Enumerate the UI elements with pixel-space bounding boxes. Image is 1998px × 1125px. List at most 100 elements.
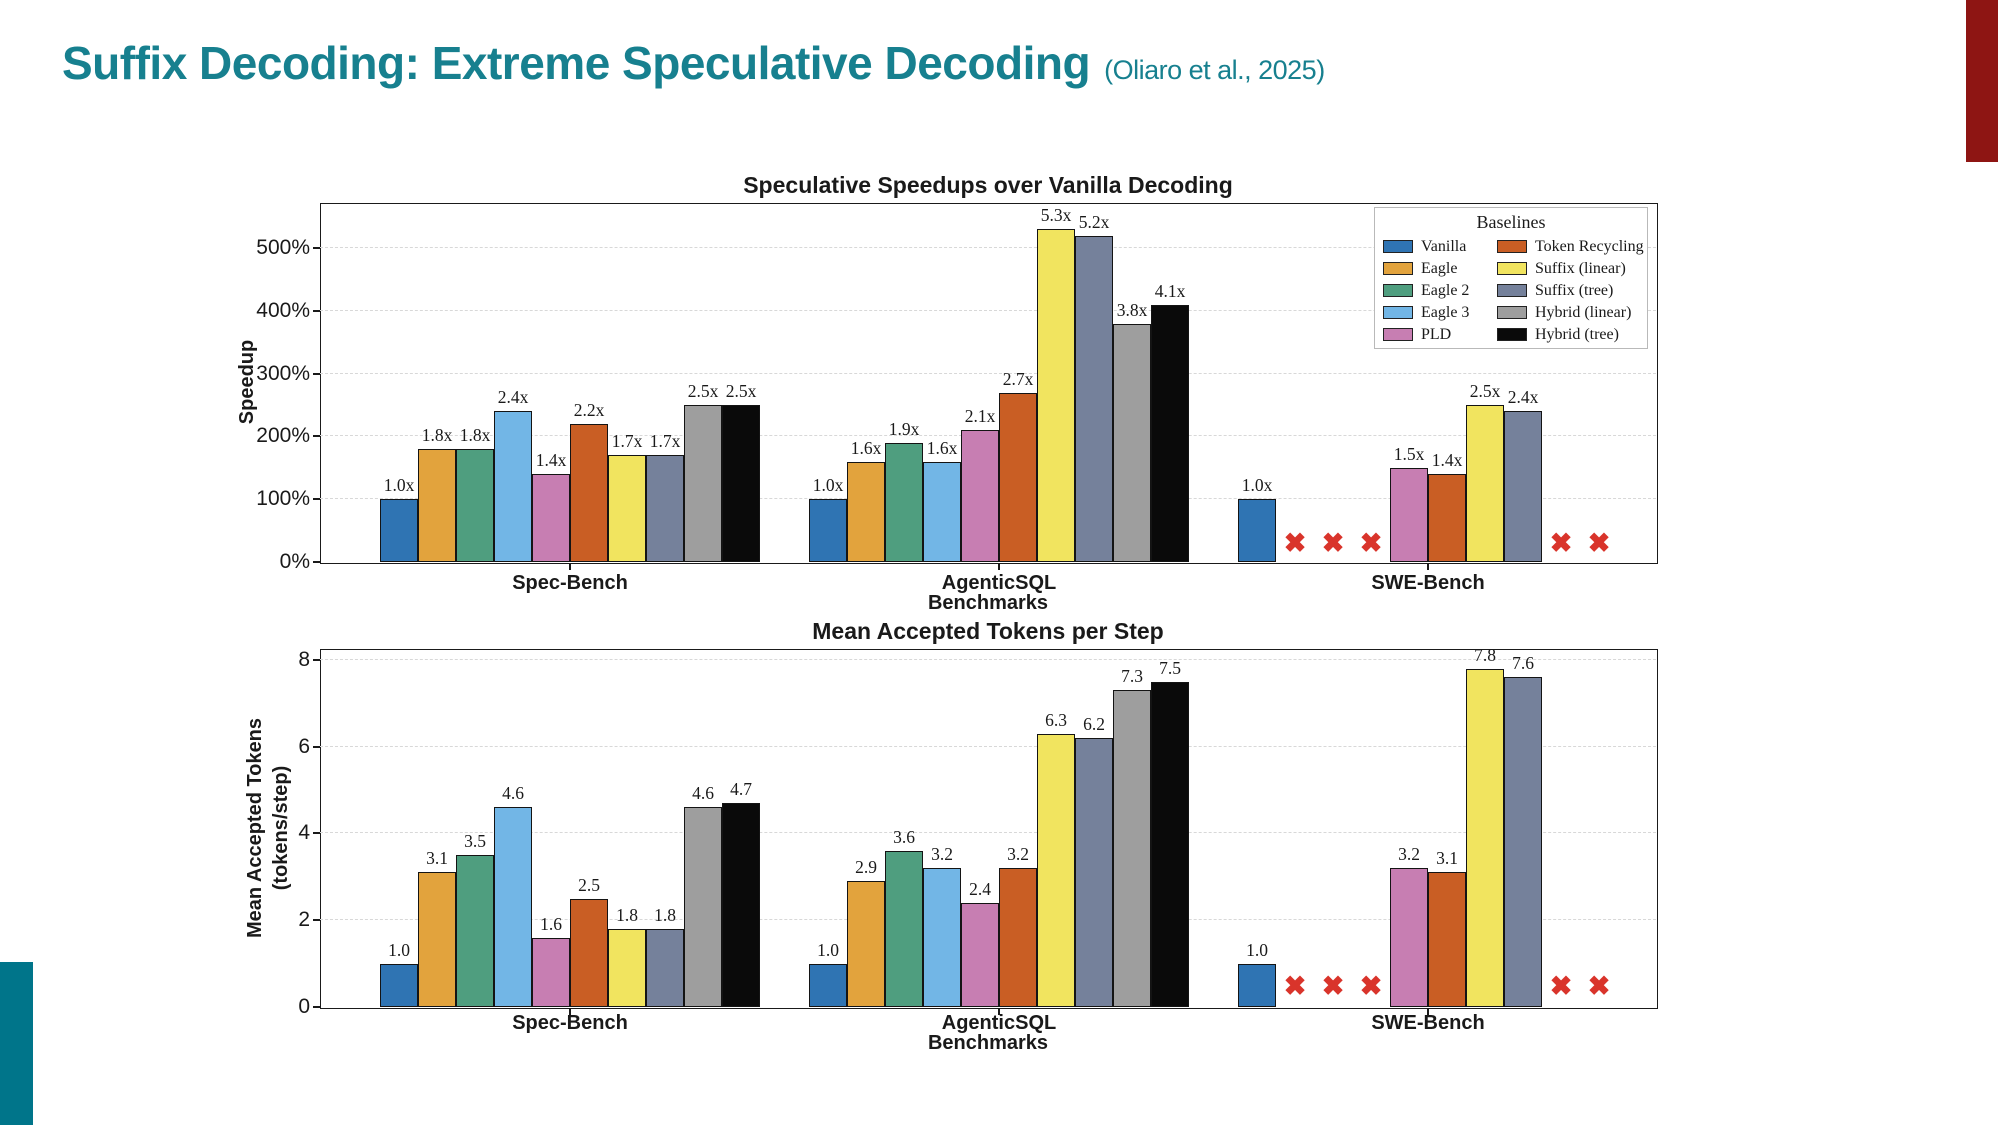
x-tick-mark [1427,563,1429,570]
legend-label: Suffix (linear) [1535,260,1626,277]
category-label: AgenticSQL [941,1012,1057,1034]
bar-pld-agenticsql [961,430,999,562]
slide-citation: (Oliaro et al., 2025) [1104,55,1325,85]
bar-suffix-linear--agenticsql [1037,733,1075,1007]
bar-hybrid-tree--spec-bench [722,803,760,1007]
category-label: Spec-Bench [512,1012,628,1034]
legend-label: Hybrid (linear) [1535,304,1632,321]
legend-label: Vanilla [1421,238,1467,255]
y-tick-label: 100% [256,487,310,511]
missing-x-mark: ✖ [1549,971,1573,1001]
legend-label: PLD [1421,326,1452,343]
bar-value-label: 3.5 [464,831,486,852]
bar-value-label: 7.6 [1512,653,1534,674]
teal-accent-bar [0,962,33,1125]
missing-x-mark: ✖ [1359,528,1383,558]
chart-legend: Baselines Vanilla Eagle Eagle 2 Eagle 3 PLD T… [1374,207,1648,349]
legend-swatch-pld [1383,328,1413,341]
bar-value-label: 5.2x [1078,211,1110,232]
bar-value-label: 2.4 [969,878,991,899]
bar-value-label: 1.7x [611,431,643,452]
bar-pld-agenticsql [961,902,999,1007]
bar-eagle-2-spec-bench [456,855,494,1007]
x-tick-mark [998,563,1000,570]
bar-value-label: 2.5x [687,381,719,402]
legend-label: Token Recycling [1535,238,1644,255]
y-tick-label: 0 [298,995,310,1018]
x-tick-mark [998,1008,1000,1015]
y-tick-mark [313,745,320,748]
bar-eagle-spec-bench [418,449,456,562]
bar-token-recycling-agenticsql [999,392,1037,562]
bar-eagle-agenticsql [847,881,885,1007]
y-tick-mark [313,561,320,563]
legend-swatch-eagle [1383,262,1413,275]
bar-hybrid-tree--spec-bench [722,405,760,562]
bar-value-label: 1.6 [540,913,562,934]
bar-value-label: 4.1x [1154,280,1186,301]
bar-eagle-2-agenticsql [885,850,923,1007]
bar-eagle-agenticsql [847,461,885,562]
gridline [320,658,1656,660]
chart2-plot-area [320,649,1658,1009]
bar-value-label: 2.5x [1469,381,1501,402]
gridline [320,832,1656,834]
bar-token-recycling-swe-bench [1428,872,1466,1007]
y-tick-label: 2 [298,908,310,932]
bar-hybrid-tree--agenticsql [1151,681,1189,1007]
bar-value-label: 1.8x [421,425,453,446]
bar-value-label: 1.8 [654,904,676,925]
legend-swatch-vanilla [1383,240,1413,253]
bar-token-recycling-swe-bench [1428,474,1466,562]
bar-value-label: 1.0 [1246,939,1268,960]
bar-hybrid-linear--agenticsql [1113,690,1151,1007]
bar-eagle-2-agenticsql [885,442,923,562]
legend-swatch-suffix-linear- [1497,262,1527,275]
bar-vanilla-swe-bench [1238,499,1276,562]
bar-value-label: 3.2 [1398,844,1420,865]
bar-suffix-linear--swe-bench [1466,405,1504,562]
bar-token-recycling-spec-bench [570,423,608,562]
bar-hybrid-linear--spec-bench [684,405,722,562]
gridline [320,745,1656,747]
bar-token-recycling-agenticsql [999,868,1037,1007]
slide-title: Suffix Decoding: Extreme Speculative Dec… [62,36,1325,90]
missing-x-mark: ✖ [1321,971,1345,1001]
bar-vanilla-agenticsql [809,963,847,1007]
y-tick-mark [313,498,320,501]
legend-swatch-hybrid-tree- [1497,328,1527,341]
missing-x-mark: ✖ [1283,528,1307,558]
y-tick-label: 500% [256,236,310,260]
bar-value-label: 6.2 [1083,713,1105,734]
missing-x-mark: ✖ [1359,971,1383,1001]
bar-vanilla-spec-bench [380,963,418,1007]
bar-value-label: 1.5x [1393,443,1425,464]
gridline [320,372,1656,374]
bar-token-recycling-spec-bench [570,898,608,1007]
bar-vanilla-swe-bench [1238,963,1276,1007]
bar-suffix-tree--agenticsql [1075,235,1113,562]
bar-eagle-3-spec-bench [494,411,532,562]
bar-value-label: 1.4x [535,450,567,471]
bar-pld-spec-bench [532,474,570,562]
bar-vanilla-spec-bench [380,499,418,562]
missing-x-mark: ✖ [1587,971,1611,1001]
bar-value-label: 1.0x [812,475,844,496]
bar-value-label: 1.0x [383,475,415,496]
bar-hybrid-linear--spec-bench [684,807,722,1007]
bar-eagle-spec-bench [418,872,456,1007]
bar-value-label: 3.1 [426,848,448,869]
bar-eagle-3-agenticsql [923,461,961,562]
bar-value-label: 1.9x [888,418,920,439]
x-tick-mark [569,563,571,570]
y-tick-mark [313,658,320,661]
legend-swatch-suffix-tree- [1497,284,1527,297]
legend-label: Suffix (tree) [1535,282,1614,299]
bar-value-label: 4.6 [502,783,524,804]
bar-value-label: 3.2 [931,844,953,865]
chart1-title: Speculative Speedups over Vanilla Decodi… [743,172,1233,198]
bar-suffix-linear--swe-bench [1466,668,1504,1007]
y-tick-label: 6 [298,734,310,758]
legend-swatch-eagle-3 [1383,306,1413,319]
y-tick-mark [313,1006,320,1008]
